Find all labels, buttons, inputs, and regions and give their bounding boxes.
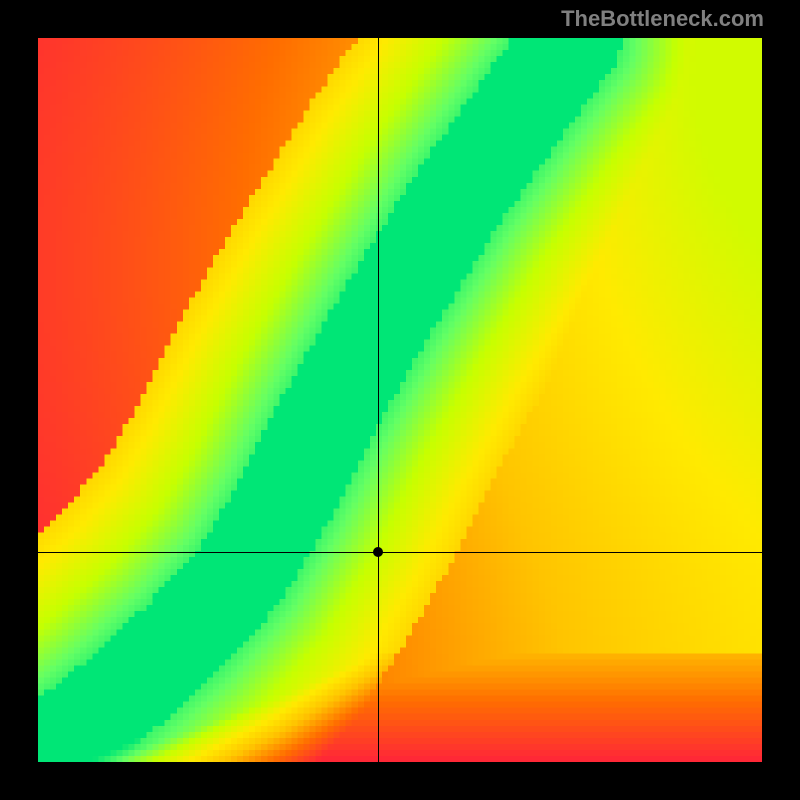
crosshair-vertical — [378, 38, 379, 762]
bottleneck-heatmap — [38, 38, 762, 762]
crosshair-horizontal — [38, 552, 762, 553]
chart-container — [38, 38, 762, 762]
watermark-text: TheBottleneck.com — [561, 6, 764, 32]
